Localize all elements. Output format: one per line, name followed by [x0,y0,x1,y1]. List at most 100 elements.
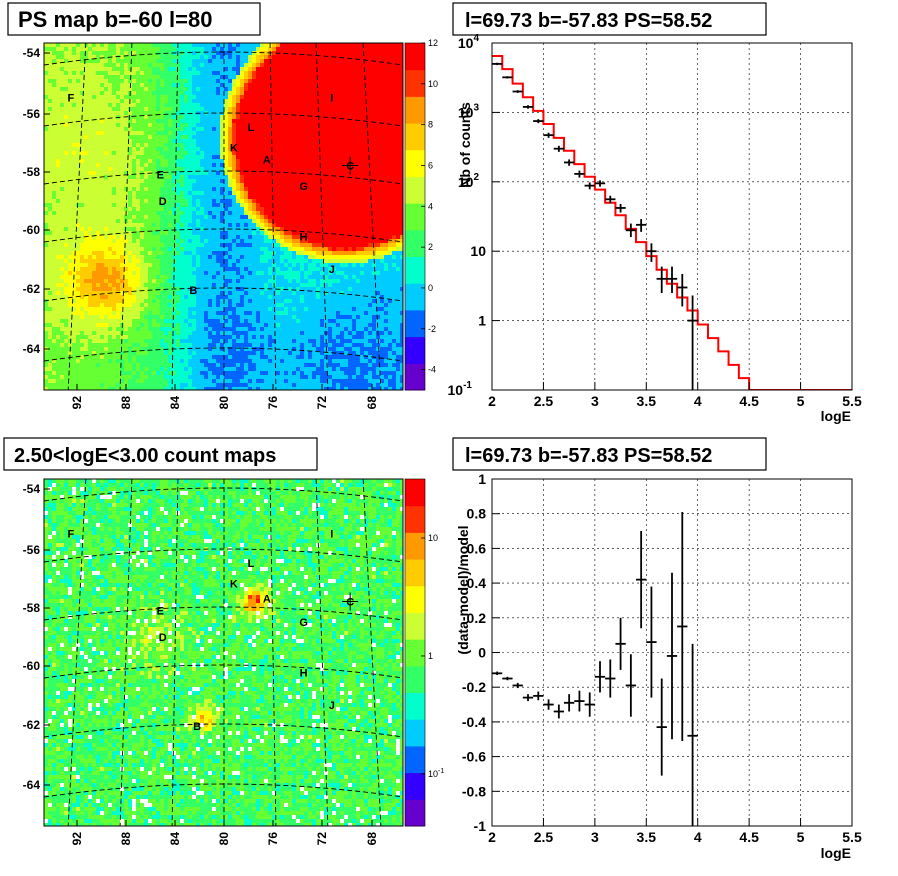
heatmap-cell [212,235,216,239]
heatmap-cell [400,67,403,71]
heatmap-cell [44,219,48,223]
heatmap-cell [192,243,196,247]
heatmap-cell [52,107,56,111]
heatmap-cell [348,227,352,231]
heatmap-cell [344,139,348,143]
heatmap-cell [52,67,56,71]
heatmap-cell [132,263,136,267]
heatmap-cell [140,71,144,75]
heatmap-cell [264,195,268,199]
heatmap-cell [196,75,200,79]
heatmap-cell [160,179,164,183]
heatmap-cell [260,67,264,71]
heatmap-cell [224,115,228,119]
heatmap-cell [284,139,288,143]
heatmap-cell [292,127,296,131]
heatmap-cell [76,167,80,171]
heatmap-cell [352,151,356,155]
heatmap-cell [264,239,268,243]
heatmap-cell [44,67,48,71]
heatmap-cell [256,243,260,247]
heatmap-cell [180,131,184,135]
heatmap-cell [44,239,48,243]
heatmap-cell [240,135,244,139]
heatmap-cell [80,79,84,83]
heatmap-cell [372,51,376,55]
heatmap-cell [164,259,168,263]
heatmap-cell [268,203,272,207]
heatmap-cell [232,211,236,215]
heatmap-cell [288,135,292,139]
heatmap-cell [312,231,316,235]
heatmap-cell [324,243,328,247]
heatmap-cell [304,91,308,95]
heatmap-cell [280,55,284,59]
heatmap-cell [224,119,228,123]
heatmap-cell [108,63,112,67]
heatmap-cell [276,103,280,107]
heatmap-cell [332,83,336,87]
heatmap-cell [232,115,236,119]
heatmap-cell [204,79,208,83]
heatmap-cell [64,83,68,87]
heatmap-cell [80,43,84,47]
heatmap-cell [60,227,64,231]
heatmap-cell [304,123,308,127]
heatmap-cell [92,243,96,247]
heatmap-cell [364,87,368,91]
heatmap-cell [92,231,96,235]
heatmap-cell [220,47,224,51]
heatmap-cell [128,227,132,231]
heatmap-cell [84,199,88,203]
heatmap-cell [328,187,332,191]
heatmap-cell [248,199,252,203]
heatmap-cell [252,107,256,111]
heatmap-cell [376,99,380,103]
heatmap-cell [152,171,156,175]
heatmap-cell [348,191,352,195]
heatmap-cell [200,187,204,191]
heatmap-cell [344,43,348,47]
heatmap-cell [380,87,384,91]
heatmap-cell [264,43,268,47]
heatmap-cell [180,91,184,95]
heatmap-cell [192,227,196,231]
heatmap-cell [92,155,96,159]
heatmap-cell [76,179,80,183]
heatmap-cell [268,199,272,203]
heatmap-cell [208,167,212,171]
heatmap-cell [80,187,84,191]
heatmap-cell [84,151,88,155]
heatmap-cell [92,187,96,191]
heatmap-cell [176,263,180,267]
heatmap-cell [88,175,92,179]
heatmap-cell [88,79,92,83]
heatmap-cell [64,63,68,67]
heatmap-cell [152,51,156,55]
heatmap-cell [284,103,288,107]
heatmap-cell [104,151,108,155]
heatmap-cell [112,211,116,215]
heatmap-cell [64,199,68,203]
heatmap-cell [72,207,76,211]
heatmap-cell [396,163,400,167]
heatmap-cell [164,67,168,71]
heatmap-cell [216,75,220,79]
heatmap-cell [72,139,76,143]
heatmap-cell [396,107,400,111]
heatmap-cell [320,231,324,235]
heatmap-cell [216,251,220,255]
heatmap-cell [356,175,360,179]
heatmap-cell [44,191,48,195]
heatmap-cell [228,151,232,155]
heatmap-cell [336,147,340,151]
heatmap-cell [256,199,260,203]
heatmap-cell [308,87,312,91]
heatmap-cell [172,187,176,191]
heatmap-cell [48,159,52,163]
heatmap-cell [76,43,80,47]
heatmap-cell [204,115,208,119]
heatmap-cell [128,259,132,263]
heatmap-cell [92,83,96,87]
heatmap-cell [300,111,304,115]
